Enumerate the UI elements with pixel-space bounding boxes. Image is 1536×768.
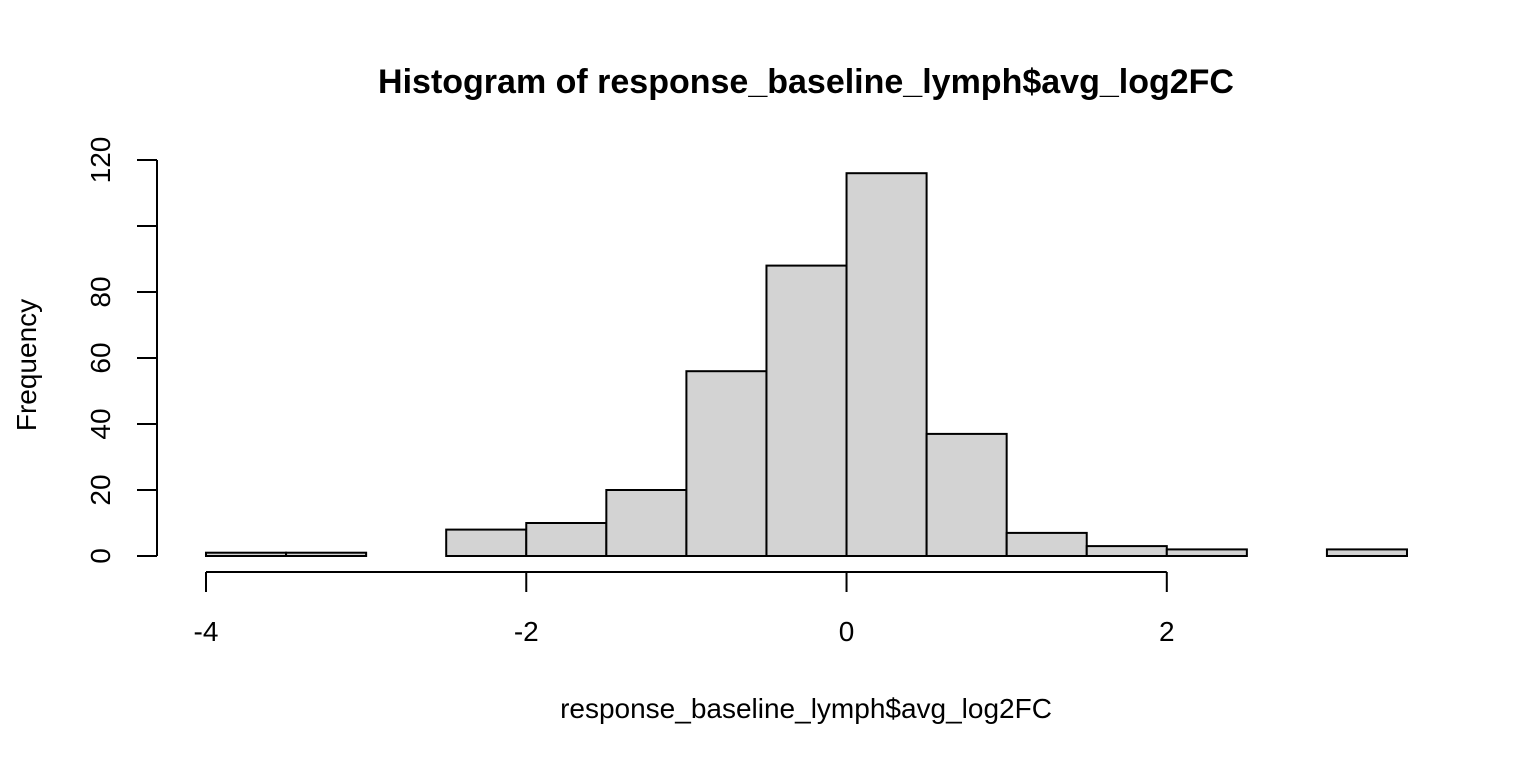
histogram-bar bbox=[1085, 545, 1168, 557]
y-tick-label: 40 bbox=[85, 408, 116, 439]
histogram-bar bbox=[1165, 548, 1248, 558]
x-tick-label: -2 bbox=[514, 616, 539, 647]
histogram-bar bbox=[1325, 548, 1409, 558]
histogram-bar bbox=[685, 370, 768, 558]
x-axis-label: response_baseline_lymph$avg_log2FC bbox=[560, 693, 1052, 724]
histogram-bar bbox=[1005, 531, 1088, 558]
x-tick-label: 2 bbox=[1159, 616, 1175, 647]
y-tick-label: 80 bbox=[85, 276, 116, 307]
histogram-bar bbox=[445, 528, 528, 557]
histogram-bar bbox=[605, 489, 688, 557]
y-tick-label: 0 bbox=[85, 548, 116, 564]
y-tick-label: 120 bbox=[85, 137, 116, 184]
histogram-bar bbox=[525, 522, 608, 557]
x-tick-label: 0 bbox=[839, 616, 855, 647]
y-axis: 0 20 40 60 80 120 bbox=[85, 137, 158, 564]
histogram-bar bbox=[205, 551, 288, 558]
histogram-bar bbox=[845, 172, 928, 557]
chart-title: Histogram of response_baseline_lymph$avg… bbox=[378, 63, 1234, 101]
x-tick-label: -4 bbox=[194, 616, 219, 647]
histogram-bar bbox=[925, 432, 1008, 557]
histogram-bar bbox=[285, 551, 368, 558]
x-axis: -4 -2 0 2 bbox=[194, 571, 1175, 647]
y-tick-label: 20 bbox=[85, 474, 116, 505]
histogram-bar bbox=[765, 264, 848, 557]
y-axis-label: Frequency bbox=[11, 299, 42, 431]
y-tick-label: 60 bbox=[85, 342, 116, 373]
bars-group bbox=[205, 172, 1409, 558]
